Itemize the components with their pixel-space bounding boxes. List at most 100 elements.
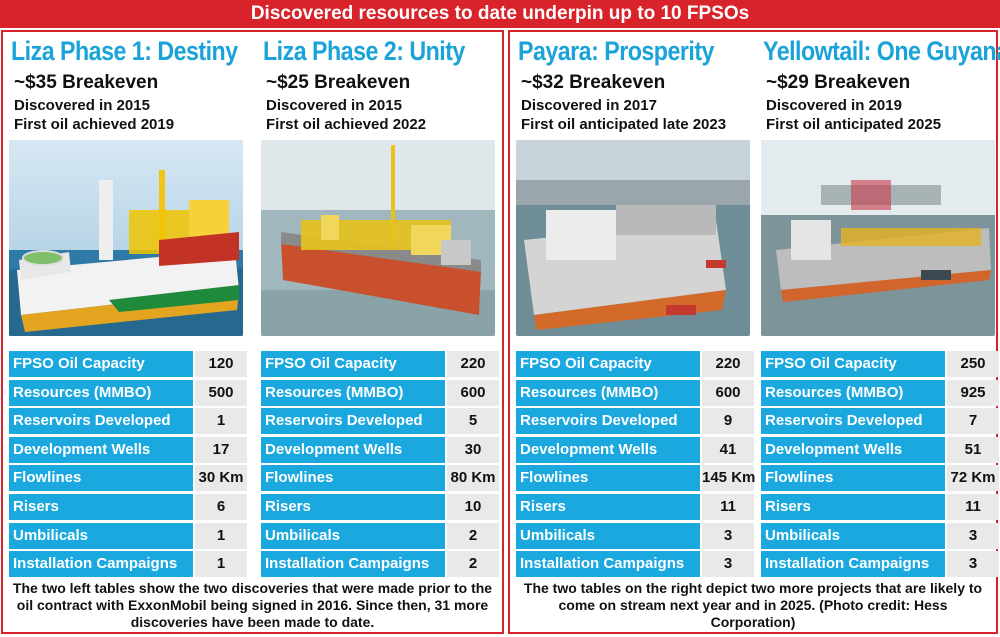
first-oil: First oil achieved 2022 xyxy=(266,116,427,133)
row-label: Development Wells xyxy=(9,436,193,463)
row-value: 6 xyxy=(195,493,247,520)
table-row: Flowlines 145 Km xyxy=(516,464,755,493)
right-caption: The two tables on the right depict two m… xyxy=(523,580,983,630)
row-label: Resources (MMBO) xyxy=(261,379,445,406)
row-label: Reservoirs Developed xyxy=(261,408,445,435)
table-row: Installation Campaigns 2 xyxy=(261,550,499,579)
discovered-year: Discovered in 2019 xyxy=(766,97,902,114)
row-label: Umbilicals xyxy=(761,522,945,549)
row-value: 3 xyxy=(702,522,754,549)
table-row: Risers 11 xyxy=(516,493,754,522)
discovered-year: Discovered in 2017 xyxy=(521,97,657,114)
project-liza-phase-1: Liza Phase 1: Destiny ~$35 Breakeven Dis… xyxy=(3,32,248,579)
row-value: 17 xyxy=(195,436,247,463)
row-value: 5 xyxy=(447,408,499,435)
banner: Discovered resources to date underpin up… xyxy=(0,0,1000,28)
row-label: Umbilicals xyxy=(261,522,445,549)
project-liza-phase-2: Liza Phase 2: Unity ~$25 Breakeven Disco… xyxy=(255,32,500,579)
project-title: Liza Phase 2: Unity xyxy=(263,36,465,66)
row-value: 500 xyxy=(195,379,247,406)
left-group: Liza Phase 1: Destiny ~$35 Breakeven Dis… xyxy=(1,30,504,634)
table-row: Reservoirs Developed 5 xyxy=(261,407,499,436)
table-row: Resources (MMBO) 925 xyxy=(761,379,999,408)
breakeven: ~$32 Breakeven xyxy=(521,72,666,93)
first-oil: First oil achieved 2019 xyxy=(14,116,175,133)
row-value: 30 Km xyxy=(195,465,247,492)
row-value: 30 xyxy=(447,436,499,463)
row-value: 3 xyxy=(947,522,999,549)
row-label: Development Wells xyxy=(261,436,445,463)
row-value: 600 xyxy=(447,379,499,406)
row-value: 10 xyxy=(447,493,499,520)
first-oil: First oil anticipated 2025 xyxy=(766,116,942,133)
table-row: FPSO Oil Capacity 250 xyxy=(761,350,999,379)
stats-table: FPSO Oil Capacity 220 Resources (MMBO) 600… xyxy=(516,350,755,579)
table-row: FPSO Oil Capacity 120 xyxy=(9,350,247,379)
table-row: Resources (MMBO) 600 xyxy=(516,379,754,408)
table-row: Installation Campaigns 1 xyxy=(9,550,247,579)
discovered-year: Discovered in 2015 xyxy=(266,97,402,114)
breakeven: ~$35 Breakeven xyxy=(14,72,159,93)
row-label: Resources (MMBO) xyxy=(9,379,193,406)
fpso-photo xyxy=(261,140,495,336)
row-value: 72 Km xyxy=(947,465,999,492)
table-row: Installation Campaigns 3 xyxy=(761,550,999,579)
table-row: Reservoirs Developed 9 xyxy=(516,407,754,436)
table-row: Umbilicals 2 xyxy=(261,522,499,551)
row-value: 80 Km xyxy=(447,465,499,492)
table-row: Development Wells 30 xyxy=(261,436,499,465)
table-row: Resources (MMBO) 500 xyxy=(9,379,247,408)
breakeven: ~$25 Breakeven xyxy=(266,72,411,93)
table-row: Development Wells 51 xyxy=(761,436,999,465)
row-label: Umbilicals xyxy=(9,522,193,549)
row-value: 9 xyxy=(702,408,754,435)
row-label: FPSO Oil Capacity xyxy=(516,351,700,377)
table-row: FPSO Oil Capacity 220 xyxy=(516,350,754,379)
row-label: FPSO Oil Capacity xyxy=(9,351,193,377)
row-label: Risers xyxy=(516,493,700,520)
row-label: Development Wells xyxy=(516,436,700,463)
row-label: Risers xyxy=(9,493,193,520)
table-row: Flowlines 80 Km xyxy=(261,464,499,493)
row-value: 220 xyxy=(447,351,499,377)
row-label: Resources (MMBO) xyxy=(516,379,700,406)
row-label: Flowlines xyxy=(761,465,945,492)
right-group: Payara: Prosperity ~$32 Breakeven Discov… xyxy=(508,30,1000,634)
row-value: 1 xyxy=(195,408,247,435)
row-value: 7 xyxy=(947,408,999,435)
stats-table: FPSO Oil Capacity 250 Resources (MMBO) 925… xyxy=(761,350,999,579)
row-value: 145 Km xyxy=(702,465,755,492)
table-row: FPSO Oil Capacity 220 xyxy=(261,350,499,379)
stats-table: FPSO Oil Capacity 220 Resources (MMBO) 600… xyxy=(261,350,499,579)
project-title: Yellowtail: One Guyana xyxy=(763,36,1000,66)
row-label: Flowlines xyxy=(261,465,445,492)
table-row: Umbilicals 3 xyxy=(516,522,754,551)
row-label: Risers xyxy=(761,493,945,520)
project-title: Payara: Prosperity xyxy=(518,36,714,66)
table-row: Risers 6 xyxy=(9,493,247,522)
table-row: Flowlines 72 Km xyxy=(761,464,999,493)
table-row: Reservoirs Developed 7 xyxy=(761,407,999,436)
row-value: 11 xyxy=(947,493,999,520)
row-label: Flowlines xyxy=(9,465,193,492)
fpso-photo xyxy=(9,140,243,336)
row-value: 250 xyxy=(947,351,999,377)
row-value: 1 xyxy=(195,551,247,578)
table-row: Resources (MMBO) 600 xyxy=(261,379,499,408)
row-value: 220 xyxy=(702,351,754,377)
row-value: 2 xyxy=(447,551,499,578)
row-label: Reservoirs Developed xyxy=(516,408,700,435)
row-label: Installation Campaigns xyxy=(9,551,193,578)
breakeven: ~$29 Breakeven xyxy=(766,72,911,93)
row-label: Resources (MMBO) xyxy=(761,379,945,406)
first-oil: First oil anticipated late 2023 xyxy=(521,116,727,133)
table-row: Flowlines 30 Km xyxy=(9,464,247,493)
row-label: FPSO Oil Capacity xyxy=(261,351,445,377)
discovered-year: Discovered in 2015 xyxy=(14,97,150,114)
project-title: Liza Phase 1: Destiny xyxy=(11,36,238,66)
project-payara: Payara: Prosperity ~$32 Breakeven Discov… xyxy=(510,32,755,579)
row-label: FPSO Oil Capacity xyxy=(761,351,945,377)
table-row: Umbilicals 1 xyxy=(9,522,247,551)
fpso-photo xyxy=(761,140,995,336)
row-value: 3 xyxy=(947,551,999,578)
